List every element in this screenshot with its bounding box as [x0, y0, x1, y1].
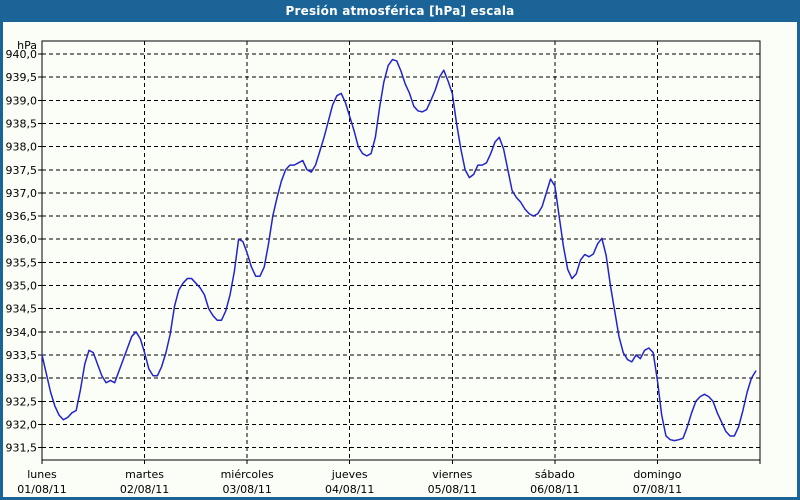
day-name-label: jueves	[331, 468, 368, 481]
y-tick-label: 933,5	[6, 349, 38, 362]
y-tick-label: 936,5	[6, 210, 38, 223]
day-name-label: viernes	[432, 468, 472, 481]
y-tick-label: 934,5	[6, 303, 38, 316]
y-tick-label: 937,0	[6, 187, 38, 200]
y-tick-label: 935,0	[6, 280, 38, 293]
title-bar: Presión atmosférica [hPa] escala	[0, 0, 800, 22]
day-date-label: 06/08/11	[530, 483, 579, 496]
y-tick-label: 940,0	[6, 48, 38, 61]
day-date-label: 01/08/11	[17, 483, 66, 496]
y-tick-label: 934,0	[6, 326, 38, 339]
day-name-label: miércoles	[221, 468, 274, 481]
day-date-label: 05/08/11	[428, 483, 477, 496]
day-date-label: 02/08/11	[120, 483, 169, 496]
y-tick-label: 933,0	[6, 372, 38, 385]
y-tick-label: 939,0	[6, 94, 38, 107]
y-tick-label: 932,5	[6, 395, 38, 408]
y-tick-label: 936,0	[6, 233, 38, 246]
y-tick-label: 938,0	[6, 141, 38, 154]
y-axis-unit-label: hPa	[17, 39, 37, 52]
pressure-line	[41, 58, 757, 442]
y-tick-label: 939,5	[6, 71, 38, 84]
day-name-label: sábado	[535, 468, 575, 481]
day-date-label: 03/08/11	[222, 483, 271, 496]
day-date-label: 04/08/11	[325, 483, 374, 496]
y-tick-label: 937,5	[6, 164, 38, 177]
window-title: Presión atmosférica [hPa] escala	[285, 4, 515, 18]
y-tick-label: 938,5	[6, 117, 38, 130]
day-name-label: domingo	[633, 468, 681, 481]
y-tick-label: 932,0	[6, 418, 38, 431]
day-date-label: 07/08/11	[633, 483, 682, 496]
plot-frame	[41, 40, 761, 461]
day-name-label: martes	[125, 468, 164, 481]
y-tick-label: 935,5	[6, 256, 38, 269]
y-tick-label: 931,5	[6, 442, 38, 455]
day-name-label: lunes	[27, 468, 57, 481]
